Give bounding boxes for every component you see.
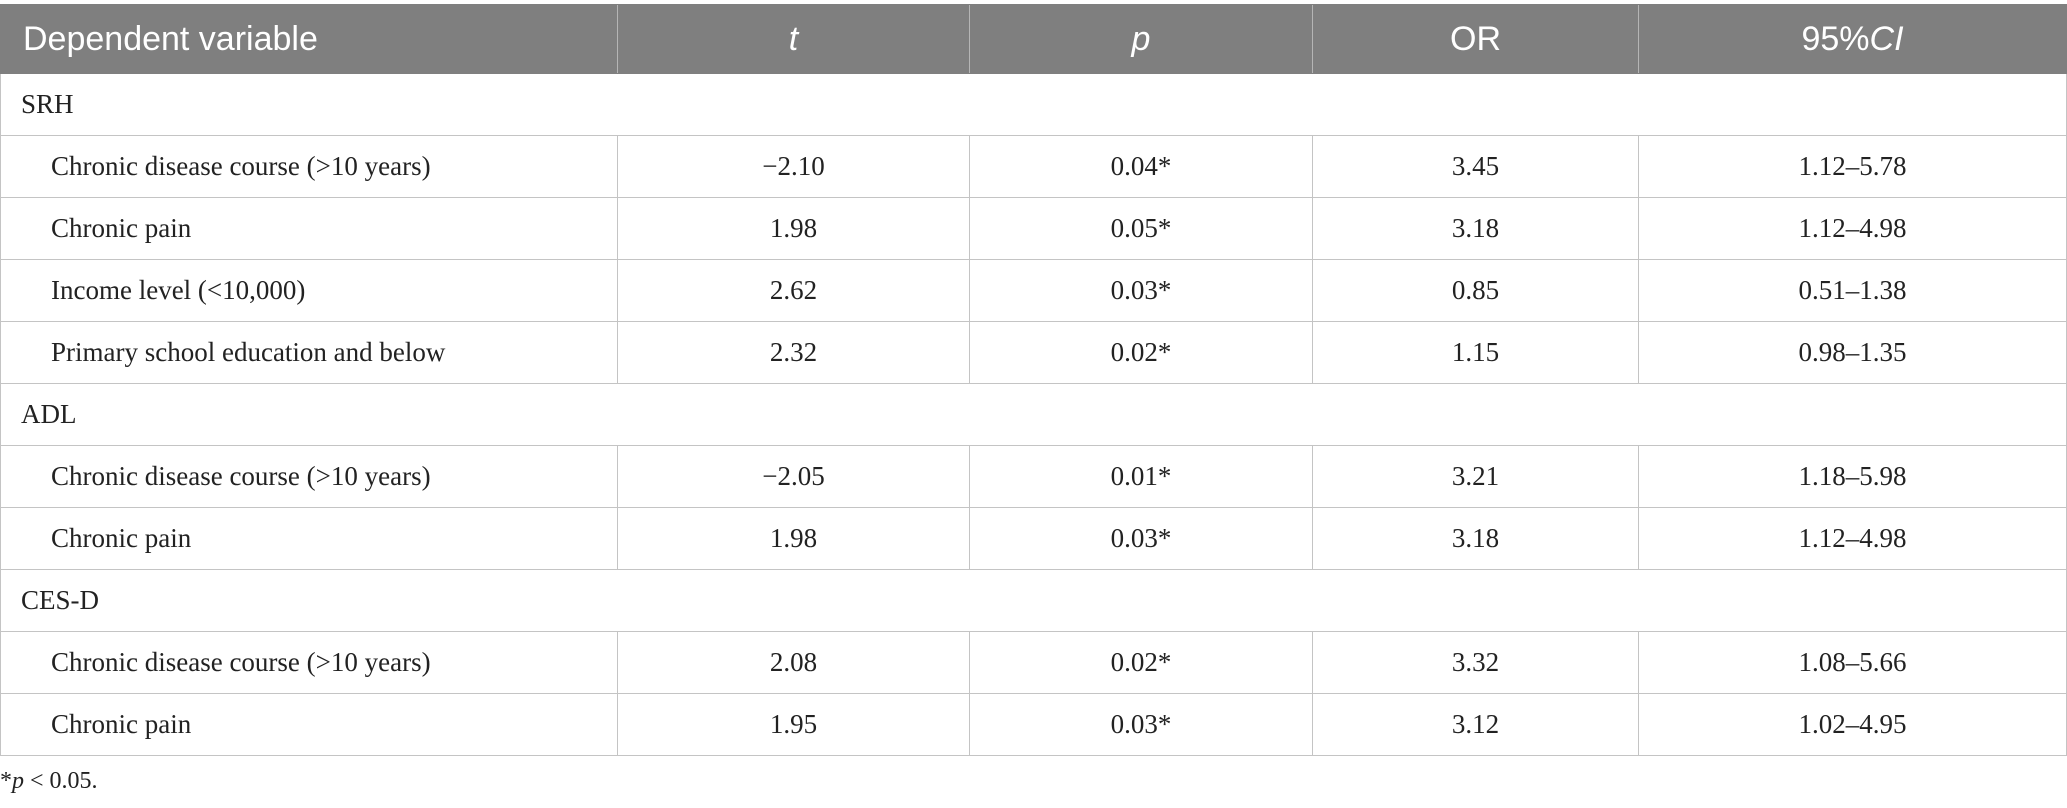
or-value: 3.18 <box>1312 197 1639 260</box>
p-value: 0.04* <box>969 135 1313 198</box>
table-row: Chronic pain 1.98 0.05* 3.18 1.12–4.98 <box>0 197 2067 260</box>
p-value: 0.02* <box>969 321 1313 384</box>
header-ci-suffix: CI <box>1869 19 1904 58</box>
group-label: ADL <box>0 383 2067 446</box>
ci-value: 1.12–4.98 <box>1638 197 2067 260</box>
group-label: SRH <box>0 73 2067 136</box>
p-value: 0.03* <box>969 693 1313 756</box>
t-value: 2.62 <box>617 259 970 322</box>
or-value: 3.45 <box>1312 135 1639 198</box>
row-label: Chronic disease course (>10 years) <box>0 631 618 694</box>
p-value: 0.02* <box>969 631 1313 694</box>
or-value: 3.21 <box>1312 445 1639 508</box>
header-t: t <box>617 4 970 74</box>
header-p: p <box>969 4 1313 74</box>
or-value: 1.15 <box>1312 321 1639 384</box>
table-row: Primary school education and below 2.32 … <box>0 321 2067 384</box>
row-label: Chronic pain <box>0 693 618 756</box>
row-label: Primary school education and below <box>0 321 618 384</box>
p-value: 0.03* <box>969 259 1313 322</box>
p-value: 0.01* <box>969 445 1313 508</box>
ci-value: 1.08–5.66 <box>1638 631 2067 694</box>
table-footnote: *p < 0.05. <box>0 768 98 795</box>
or-value: 3.18 <box>1312 507 1639 570</box>
table-row: Chronic pain 1.98 0.03* 3.18 1.12–4.98 <box>0 507 2067 570</box>
ci-value: 0.98–1.35 <box>1638 321 2067 384</box>
t-value: 2.08 <box>617 631 970 694</box>
ci-value: 1.12–5.78 <box>1638 135 2067 198</box>
header-ci-prefix: 95% <box>1801 19 1870 58</box>
row-label: Chronic disease course (>10 years) <box>0 135 618 198</box>
footnote-p: p <box>12 768 24 794</box>
row-label: Chronic disease course (>10 years) <box>0 445 618 508</box>
t-value: −2.05 <box>617 445 970 508</box>
header-or: OR <box>1312 4 1639 74</box>
p-value: 0.03* <box>969 507 1313 570</box>
table-body: SRH Chronic disease course (>10 years) −… <box>0 73 2067 756</box>
ci-value: 0.51–1.38 <box>1638 259 2067 322</box>
row-label: Chronic pain <box>0 197 618 260</box>
ci-value: 1.18–5.98 <box>1638 445 2067 508</box>
or-value: 3.32 <box>1312 631 1639 694</box>
group-row-srh: SRH <box>0 73 2067 136</box>
group-row-ces-d: CES-D <box>0 569 2067 632</box>
ci-value: 1.02–4.95 <box>1638 693 2067 756</box>
table-row: Chronic disease course (>10 years) −2.05… <box>0 445 2067 508</box>
t-value: 1.98 <box>617 197 970 260</box>
header-ci: 95%CI <box>1638 4 2067 74</box>
results-table-container: Dependent variable t p OR 95%CI SRH Chro… <box>0 4 2067 756</box>
table-row: Chronic disease course (>10 years) −2.10… <box>0 135 2067 198</box>
or-value: 0.85 <box>1312 259 1639 322</box>
t-value: 2.32 <box>617 321 970 384</box>
group-row-adl: ADL <box>0 383 2067 446</box>
or-value: 3.12 <box>1312 693 1639 756</box>
group-label: CES-D <box>0 569 2067 632</box>
results-table: Dependent variable t p OR 95%CI SRH Chro… <box>0 4 2067 756</box>
header-row: Dependent variable t p OR 95%CI <box>0 4 2067 74</box>
t-value: −2.10 <box>617 135 970 198</box>
row-label: Chronic pain <box>0 507 618 570</box>
ci-value: 1.12–4.98 <box>1638 507 2067 570</box>
t-value: 1.98 <box>617 507 970 570</box>
table-header: Dependent variable t p OR 95%CI <box>0 4 2067 74</box>
p-value: 0.05* <box>969 197 1313 260</box>
t-value: 1.95 <box>617 693 970 756</box>
footnote-star: * <box>0 768 12 794</box>
row-label: Income level (<10,000) <box>0 259 618 322</box>
footnote-text: < 0.05. <box>24 768 98 794</box>
table-row: Income level (<10,000) 2.62 0.03* 0.85 0… <box>0 259 2067 322</box>
table-row: Chronic disease course (>10 years) 2.08 … <box>0 631 2067 694</box>
header-dependent-variable: Dependent variable <box>0 4 618 74</box>
table-row: Chronic pain 1.95 0.03* 3.12 1.02–4.95 <box>0 693 2067 756</box>
